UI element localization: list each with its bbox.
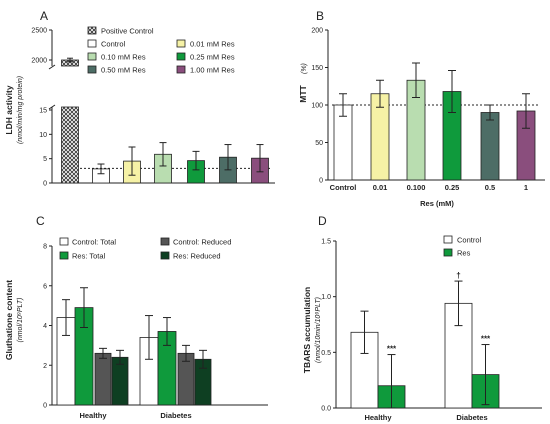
legend-label-001: 0.01 mM Res <box>190 40 235 49</box>
y-axis-label-b: MTT <box>298 84 308 102</box>
y-tick-label-a-10: 10 <box>39 132 47 139</box>
x-tick-label-c-healthy: Healthy <box>79 411 107 420</box>
y-tick-label-d-0-5: 0.5 <box>321 350 331 357</box>
y-tick-label-d-0-0: 0.0 <box>321 406 331 413</box>
y-tick-label-b-150: 150 <box>311 65 323 72</box>
y-axis-title-d: TBARS accumulation (nmol/10min/10⁹PLT) <box>302 287 322 373</box>
y-axis-title-a: LDH activity (nmol/min/mg protein) <box>4 76 24 144</box>
x-tick-label-b-0-5: 0.5 <box>485 183 495 192</box>
y-tick-label-b-100: 100 <box>311 103 323 110</box>
significance-d-diabetes-res: *** <box>481 335 491 344</box>
legend-swatch-100 <box>176 65 186 74</box>
bar-c-healthy-control-reduced <box>94 352 112 406</box>
legend-swatch-control <box>87 39 97 48</box>
plot-a: 0 5 10 15 2000 2500 <box>31 28 275 188</box>
plot-d: 0.0 0.5 1.0 1.5 Healthy Diabetes *** *** † <box>321 239 542 422</box>
legend-label-control-total: Control: Total <box>72 238 116 247</box>
y-tick-label-b-0: 0 <box>319 178 323 185</box>
legend-label-d-res: Res <box>457 249 471 258</box>
axis-break-a-bottom <box>48 104 56 110</box>
legend-swatch-control-reduced <box>160 237 170 246</box>
significance-d-healthy-res: *** <box>387 345 397 354</box>
y-tick-label-c-6: 6 <box>43 283 47 290</box>
x-tick-label-d-healthy: Healthy <box>364 413 392 422</box>
y-tick-label-a-0: 0 <box>43 181 47 188</box>
legend-label-010: 0.10 mM Res <box>101 53 146 62</box>
bar-a-positive-control-lower <box>61 106 79 184</box>
legend-c: Control: Total Res: Total Control: Reduc… <box>59 237 231 261</box>
x-tick-label-b-0-25: 0.25 <box>445 183 460 192</box>
legend-swatch-010 <box>87 52 97 61</box>
legend-swatch-res-total <box>59 251 69 260</box>
y-axis-unit-a: (nmol/min/mg protein) <box>17 76 24 144</box>
legend-label-res-reduced: Res: Reduced <box>173 252 221 261</box>
y-tick-label-a-2000: 2000 <box>31 58 47 65</box>
bar-b-0-5 <box>480 112 500 181</box>
y-axis-title-c: Gluthatione content (nmol/10⁹PLT) <box>4 280 24 360</box>
panel-label-c: C <box>36 214 45 228</box>
plot-c: 0 2 4 6 8 Healthy Diabetes <box>43 244 268 420</box>
y-axis-title-b: MTT (%) <box>298 63 308 103</box>
legend-swatch-001 <box>176 39 186 48</box>
y-axis-label-c: Gluthatione content <box>4 280 14 360</box>
legend-label-positive-control: Positive Control <box>101 27 154 36</box>
legend-label-100: 1.00 mM Res <box>190 66 235 75</box>
legend-a: Positive Control Control 0.01 mM Res 0.1… <box>87 26 235 75</box>
legend-label-control-reduced: Control: Reduced <box>173 238 231 247</box>
x-axis-label-b: Res (mM) <box>420 199 454 208</box>
legend-label-d-control: Control <box>457 236 482 245</box>
y-tick-label-c-4: 4 <box>43 323 47 330</box>
y-tick-label-a-15: 15 <box>39 108 47 115</box>
y-tick-label-b-50: 50 <box>315 140 323 147</box>
legend-label-025: 0.25 mM Res <box>190 53 235 62</box>
legend-label-050: 0.50 mM Res <box>101 66 146 75</box>
legend-label-res-total: Res: Total <box>72 252 106 261</box>
y-axis-unit-d: (nmol/10min/10⁹PLT) <box>315 297 322 363</box>
legend-swatch-d-res <box>443 248 453 257</box>
y-tick-label-c-2: 2 <box>43 363 47 370</box>
legend-swatch-control-total <box>59 237 69 246</box>
panel-label-a: A <box>40 9 48 23</box>
panel-label-d: D <box>318 214 327 228</box>
axis-break-a-top <box>48 64 56 70</box>
legend-label-control: Control <box>101 40 126 49</box>
y-tick-label-d-1-5: 1.5 <box>321 239 331 246</box>
x-tick-label-c-diabetes: Diabetes <box>160 411 191 420</box>
x-tick-label-b-0-100: 0.100 <box>407 183 426 192</box>
y-tick-label-c-0: 0 <box>43 403 47 410</box>
legend-d: Control Res <box>443 235 482 258</box>
x-tick-label-b-control: Control <box>330 183 357 192</box>
significance-d-diabetes-control: † <box>456 271 460 280</box>
y-tick-label-a-2500: 2500 <box>31 28 47 35</box>
panel-label-b: B <box>316 9 324 23</box>
x-tick-label-d-diabetes: Diabetes <box>456 413 487 422</box>
y-axis-label-d: TBARS accumulation <box>302 287 312 373</box>
x-tick-label-b-0-01: 0.01 <box>373 183 388 192</box>
y-tick-label-c-8: 8 <box>43 244 47 251</box>
x-tick-label-b-1: 1 <box>524 183 528 192</box>
legend-swatch-025 <box>176 52 186 61</box>
legend-swatch-050 <box>87 65 97 74</box>
y-axis-label-a: LDH activity <box>4 85 14 134</box>
plot-b: 0 50 100 150 200 Control 0.01 0.100 0.25 0.5 1 <box>311 28 545 192</box>
y-tick-label-a-5: 5 <box>43 156 47 163</box>
y-tick-label-d-1-0: 1.0 <box>321 294 331 301</box>
y-axis-unit-b: (%) <box>301 63 308 74</box>
legend-swatch-positive-control <box>87 26 97 35</box>
legend-swatch-res-reduced <box>160 251 170 260</box>
y-axis-unit-c: (nmol/10⁹PLT) <box>17 297 24 342</box>
legend-swatch-d-control <box>443 235 453 244</box>
y-tick-label-b-200: 200 <box>311 28 323 35</box>
